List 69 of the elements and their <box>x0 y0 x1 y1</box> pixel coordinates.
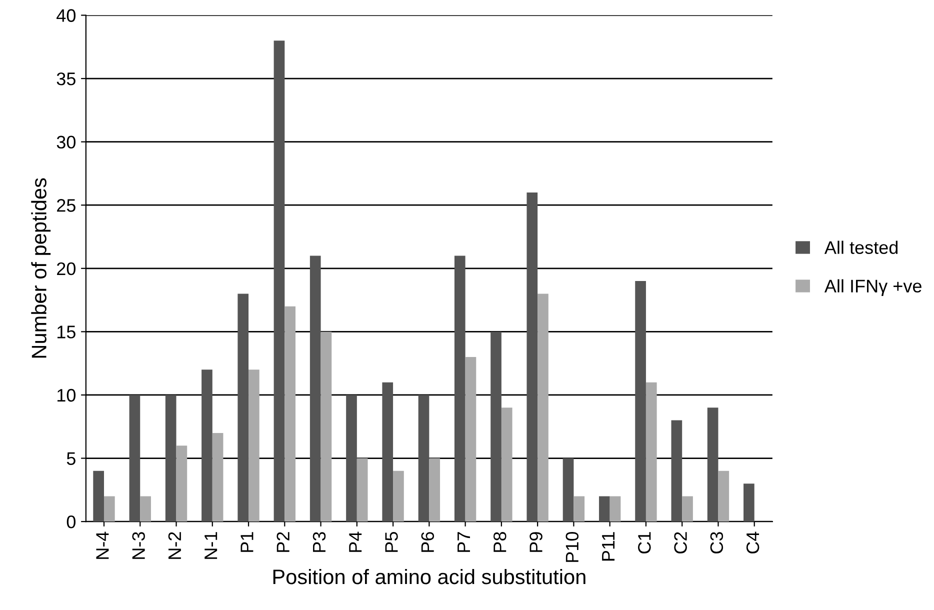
x-tick-label: P9 <box>530 532 542 552</box>
y-tick-label: 5 <box>66 452 76 465</box>
bar <box>93 470 104 522</box>
x-tick-label: N-3 <box>132 532 145 559</box>
bar <box>501 408 512 522</box>
y-tick-label: 0 <box>66 515 76 528</box>
y-tick-label: 35 <box>56 72 76 86</box>
bar <box>212 432 224 522</box>
bar <box>598 496 610 522</box>
x-tick-label: P5 <box>385 532 398 552</box>
bar <box>490 332 502 522</box>
y-tick-label: 40 <box>56 9 76 22</box>
bar <box>346 394 357 522</box>
x-tick-label: C1 <box>638 532 651 554</box>
bar <box>646 382 657 522</box>
bar <box>718 470 730 522</box>
bar <box>574 496 585 522</box>
y-tick-label: 20 <box>57 262 76 276</box>
bar <box>248 370 260 522</box>
bar <box>176 446 188 522</box>
bar <box>129 394 140 522</box>
x-tick-label: P8 <box>493 532 506 552</box>
x-tick-label: P7 <box>458 532 470 552</box>
x-tick-label: P1 <box>240 532 254 552</box>
bar <box>610 496 621 522</box>
bar <box>526 192 538 522</box>
x-tick-label: P3 <box>312 532 326 552</box>
y-tick-label: 30 <box>56 136 76 149</box>
bar <box>274 40 285 522</box>
bar <box>104 496 115 522</box>
x-tick-label: P10 <box>566 532 579 562</box>
bar <box>635 281 646 522</box>
y-tick-label: 15 <box>58 326 76 338</box>
bar <box>238 294 249 522</box>
x-tick-label: N-4 <box>96 532 109 559</box>
y-tick-label: 25 <box>57 199 76 212</box>
bar <box>454 256 466 522</box>
bar <box>465 357 476 522</box>
y-tick-label: 10 <box>58 388 76 402</box>
y-axis-title: Number of peptides <box>31 178 51 358</box>
bar <box>429 458 440 522</box>
x-tick-label: P11 <box>602 532 614 561</box>
x-tick-label: P2 <box>276 532 290 552</box>
x-tick-label: C3 <box>710 532 724 554</box>
x-tick-label: C4 <box>746 532 760 554</box>
bar <box>320 332 332 522</box>
x-tick-label: C2 <box>674 532 687 554</box>
bar <box>310 256 321 522</box>
bar <box>682 496 693 522</box>
legend-label: All IFNγ +ve <box>824 279 922 296</box>
bar <box>202 370 212 522</box>
x-tick-label: P4 <box>349 532 362 552</box>
bar <box>284 306 296 522</box>
bar <box>744 484 754 522</box>
legend-label: All tested <box>824 240 898 254</box>
bar <box>418 394 430 522</box>
bar <box>382 382 394 522</box>
bar <box>140 496 151 522</box>
bar <box>562 458 574 522</box>
x-tick-label: P6 <box>421 532 434 552</box>
bar <box>671 420 682 522</box>
bar <box>538 294 548 522</box>
x-axis-title: Position of amino acid substitution <box>273 568 586 584</box>
x-tick-label: N-1 <box>204 532 218 559</box>
bar <box>707 408 718 522</box>
bar <box>356 458 368 522</box>
x-tick-label: N-2 <box>168 532 181 559</box>
bar <box>393 470 404 522</box>
bar <box>165 394 176 522</box>
